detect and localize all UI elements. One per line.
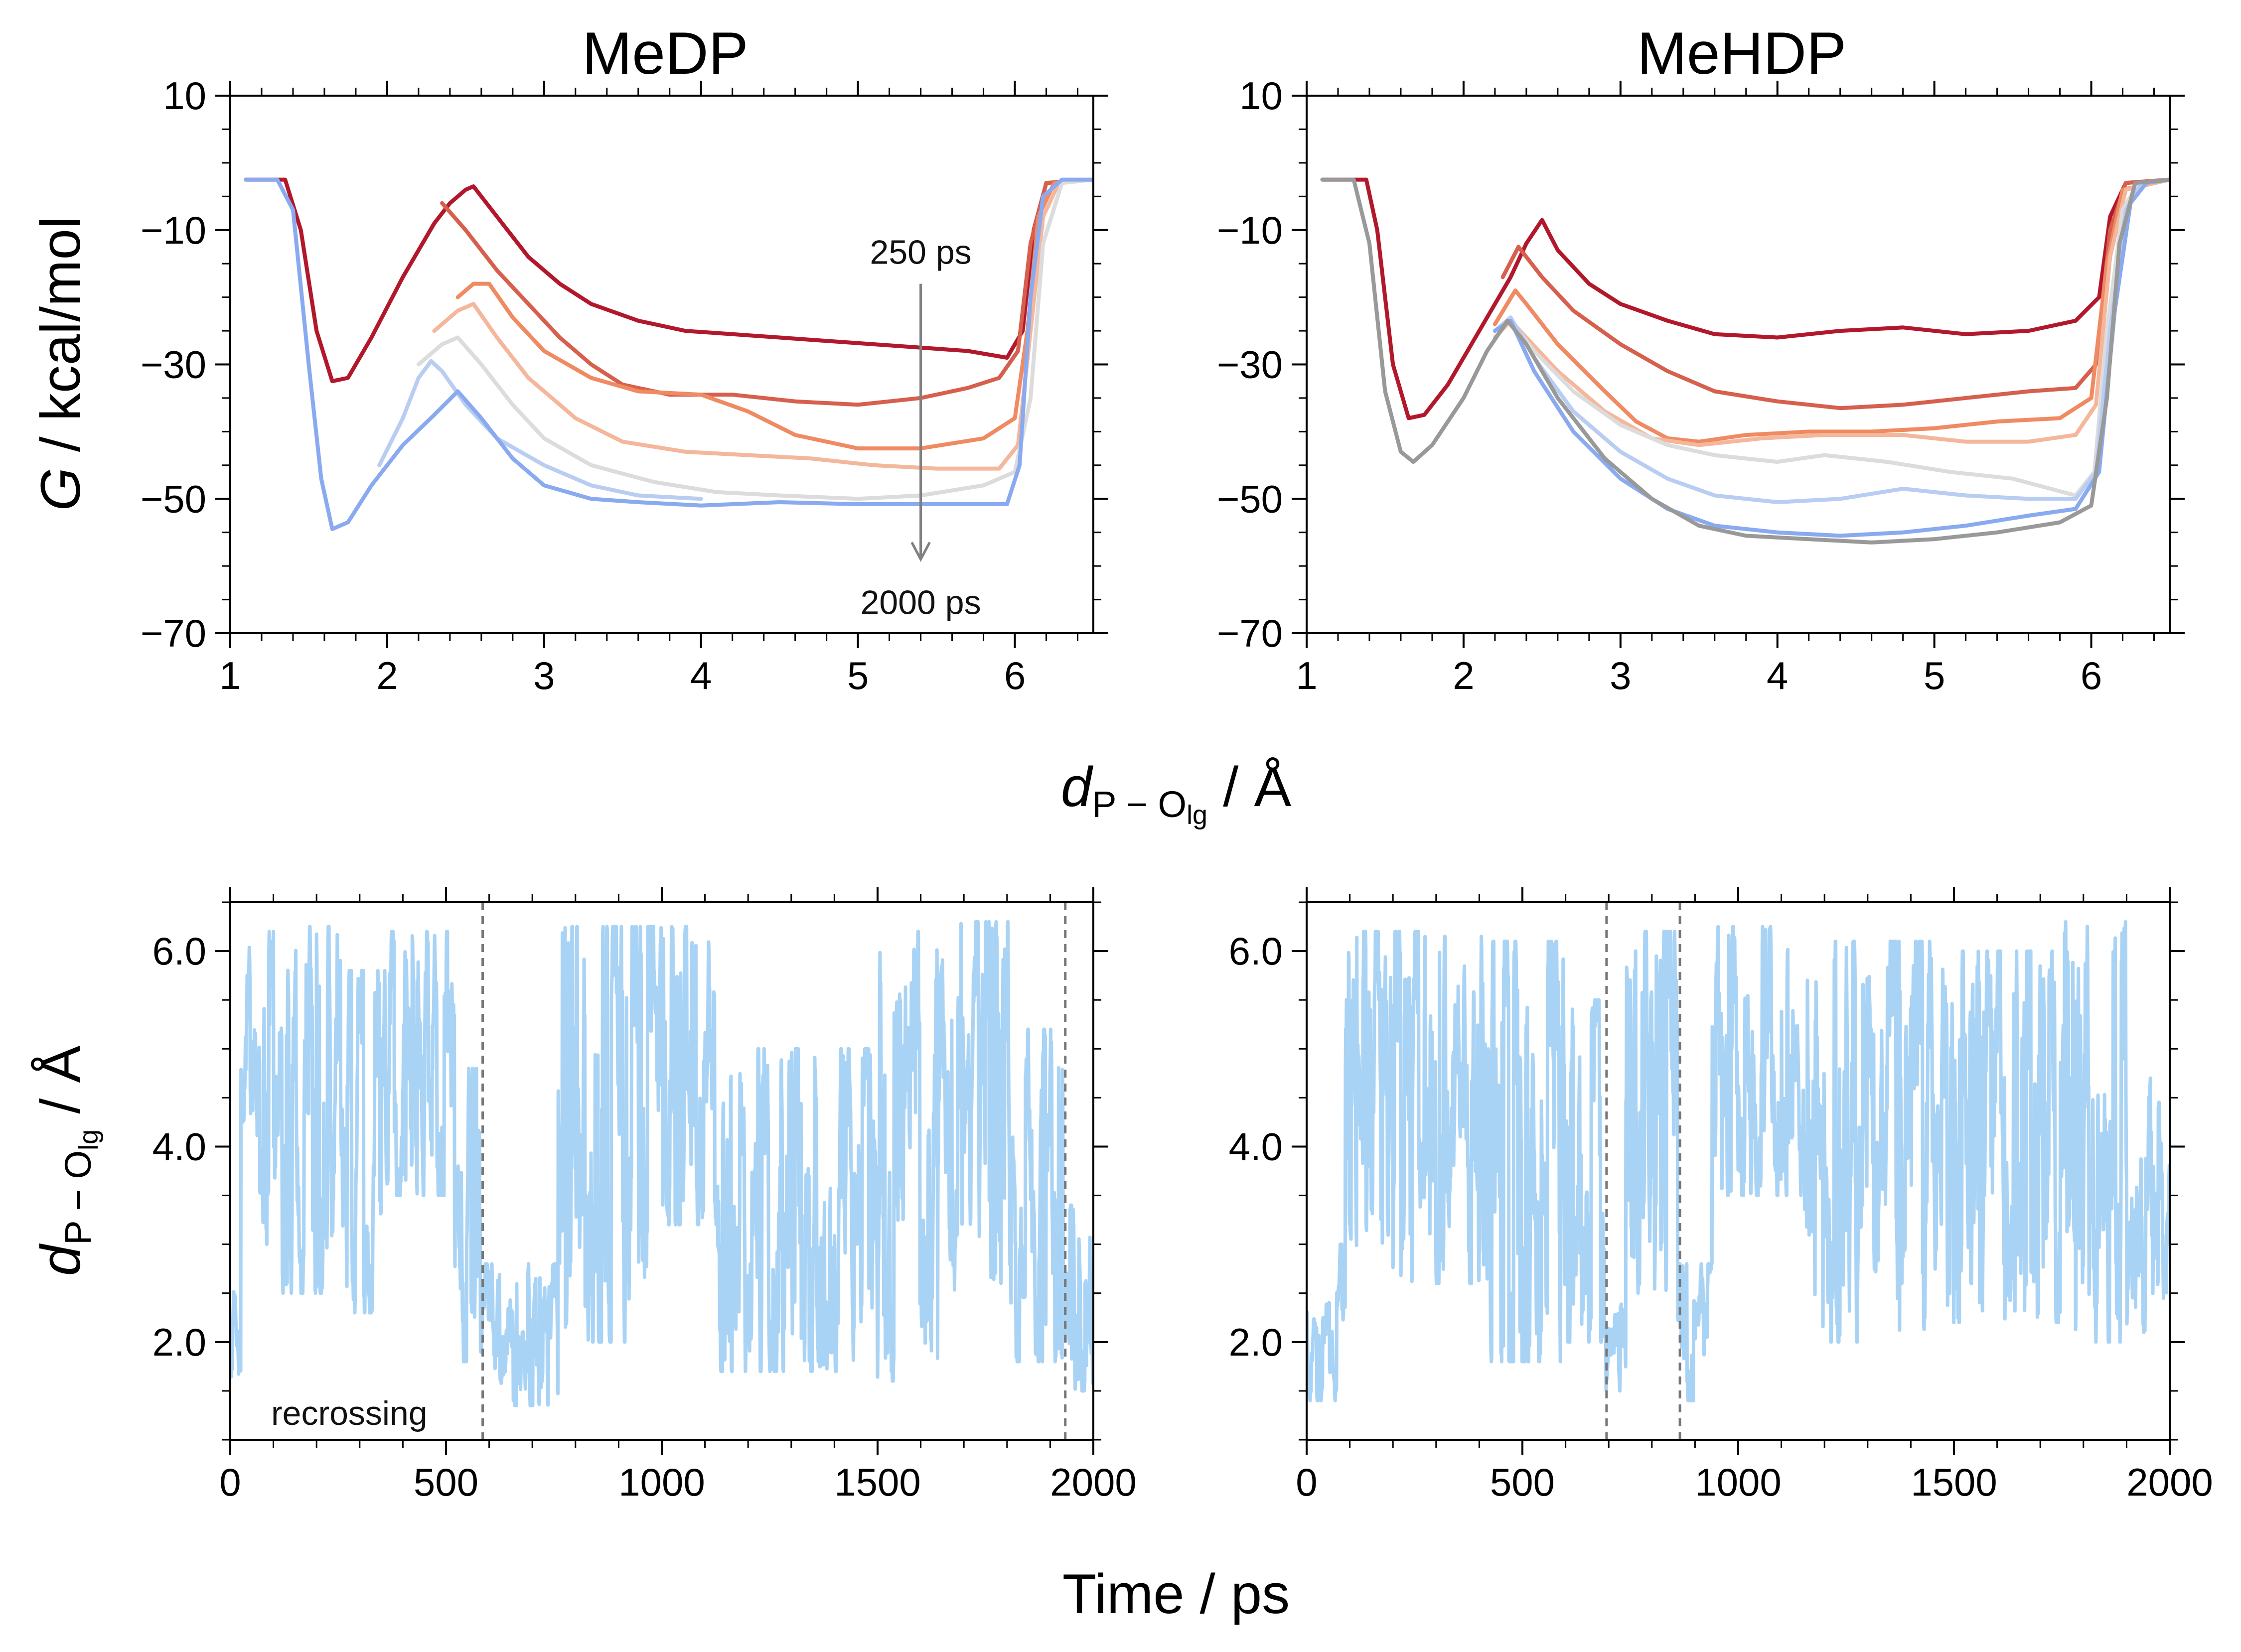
medp-free-energy-panel: 1 2 3 4 5 6 10 −10 −30 −50 −70 250 ps 2000 ps	[141, 74, 1108, 697]
x-tick-label: 5	[1924, 654, 1945, 697]
top-y-axis-title: G / kcal/mol	[29, 216, 92, 511]
x-tick-label: 1000	[618, 1460, 705, 1504]
arrow-start-label: 250 ps	[870, 234, 972, 272]
plot-area	[1307, 920, 2170, 1402]
y-tick-label: −30	[141, 343, 206, 387]
series-line-6	[244, 177, 1093, 531]
series-line-0	[244, 177, 1093, 384]
top-x-axis-symbol: d	[1061, 756, 1094, 818]
x-tick-label: 4	[690, 654, 712, 697]
series-line-4	[1493, 177, 2170, 498]
medp-trajectory-panel: 0 500 1000 1500 2000 2.0 4.0 6.0 recrossing	[152, 887, 1137, 1504]
series-line-1	[440, 177, 1093, 407]
time-arrow-head	[910, 542, 931, 562]
y-tick-label: −30	[1217, 343, 1283, 387]
y-tick-label: 10	[163, 74, 206, 118]
top-x-axis-title: dP − Olg / Å	[1061, 756, 1292, 830]
series-line-3	[1493, 177, 2170, 447]
mehdp-trajectory-panel: 0 500 1000 1500 2000 2.0 4.0 6.0	[1229, 887, 2213, 1504]
y-tick-label: −70	[141, 611, 206, 655]
recrossing-label: recrossing	[271, 1394, 428, 1432]
plot-area	[230, 920, 1093, 1407]
x-tick-label: 1500	[1911, 1460, 1997, 1504]
x-tick-label: 1	[1296, 654, 1317, 697]
y-tick-label: 10	[1239, 74, 1283, 118]
x-tick-label: 0	[219, 1460, 241, 1504]
x-tick-label: 1000	[1695, 1460, 1782, 1504]
axes-frame	[229, 95, 1094, 634]
series-line-2	[455, 177, 1093, 451]
top-x-axis-unit: / Å	[1207, 756, 1291, 818]
y-tick-label: −70	[1217, 611, 1283, 655]
x-tick-label: 3	[533, 654, 555, 697]
bottom-y-axis-title: dP − Olg / Å	[29, 1046, 104, 1276]
trajectory-line	[1307, 920, 2170, 1402]
x-tick-label: 6	[2081, 654, 2102, 697]
x-tick-label: 4	[1767, 654, 1788, 697]
x-tick-label: 2000	[1050, 1460, 1137, 1504]
bottom-y-axis-unit: / Å	[29, 1046, 92, 1129]
y-tick-label: 2.0	[152, 1320, 206, 1364]
x-tick-label: 500	[414, 1460, 478, 1504]
y-tick-label: 6.0	[1229, 929, 1283, 973]
y-tick-label: 4.0	[1229, 1124, 1283, 1168]
x-tick-label: 3	[1610, 654, 1631, 697]
arrow-end-label: 2000 ps	[861, 584, 981, 622]
series-line-3	[432, 177, 1093, 471]
y-tick-label: 4.0	[152, 1124, 206, 1168]
series-line-2	[1493, 177, 2170, 444]
plot-area	[1320, 177, 2170, 545]
panel-title-medp: MeDP	[582, 20, 748, 87]
x-tick-label: 500	[1490, 1460, 1555, 1504]
bottom-y-axis-symbol: d	[29, 1243, 92, 1276]
axes-frame	[1306, 95, 2171, 634]
top-y-axis-symbol: G	[29, 467, 92, 511]
series-line-6	[1493, 177, 2170, 538]
y-tick-label: −50	[1217, 477, 1283, 521]
bottom-y-axis-sub: P − O	[57, 1150, 99, 1245]
panel-title-mehdp: MeHDP	[1637, 20, 1846, 87]
y-tick-label: 2.0	[1229, 1320, 1283, 1364]
x-tick-label: 2000	[2126, 1460, 2213, 1504]
y-tick-label: −50	[141, 477, 206, 521]
trajectory-line	[230, 920, 1093, 1407]
x-tick-label: 6	[1004, 654, 1026, 697]
top-x-axis-subsub: lg	[1187, 800, 1207, 830]
series-line-4	[416, 177, 1093, 501]
series-line-7	[1320, 177, 2170, 545]
plot-area	[244, 177, 1093, 531]
series-line-0	[1320, 177, 2170, 420]
bottom-y-axis-subsub: lg	[74, 1129, 104, 1150]
y-tick-label: −10	[1217, 208, 1283, 252]
top-x-axis-sub: P − O	[1092, 784, 1187, 825]
x-tick-label: 5	[847, 654, 869, 697]
mehdp-free-energy-panel: 1 2 3 4 5 6 10 −10 −30 −50 −70	[1217, 74, 2185, 697]
bottom-x-axis-title: Time / ps	[1062, 1563, 1290, 1625]
x-tick-label: 2	[1453, 654, 1474, 697]
x-tick-label: 2	[376, 654, 398, 697]
y-tick-label: 6.0	[152, 929, 206, 973]
x-tick-label: 1	[219, 654, 241, 697]
x-tick-label: 0	[1296, 1460, 1317, 1504]
series-line-5	[377, 359, 703, 501]
y-tick-label: −10	[141, 208, 206, 252]
x-tick-label: 1500	[834, 1460, 921, 1504]
top-y-axis-rest: / kcal/mol	[29, 216, 92, 467]
